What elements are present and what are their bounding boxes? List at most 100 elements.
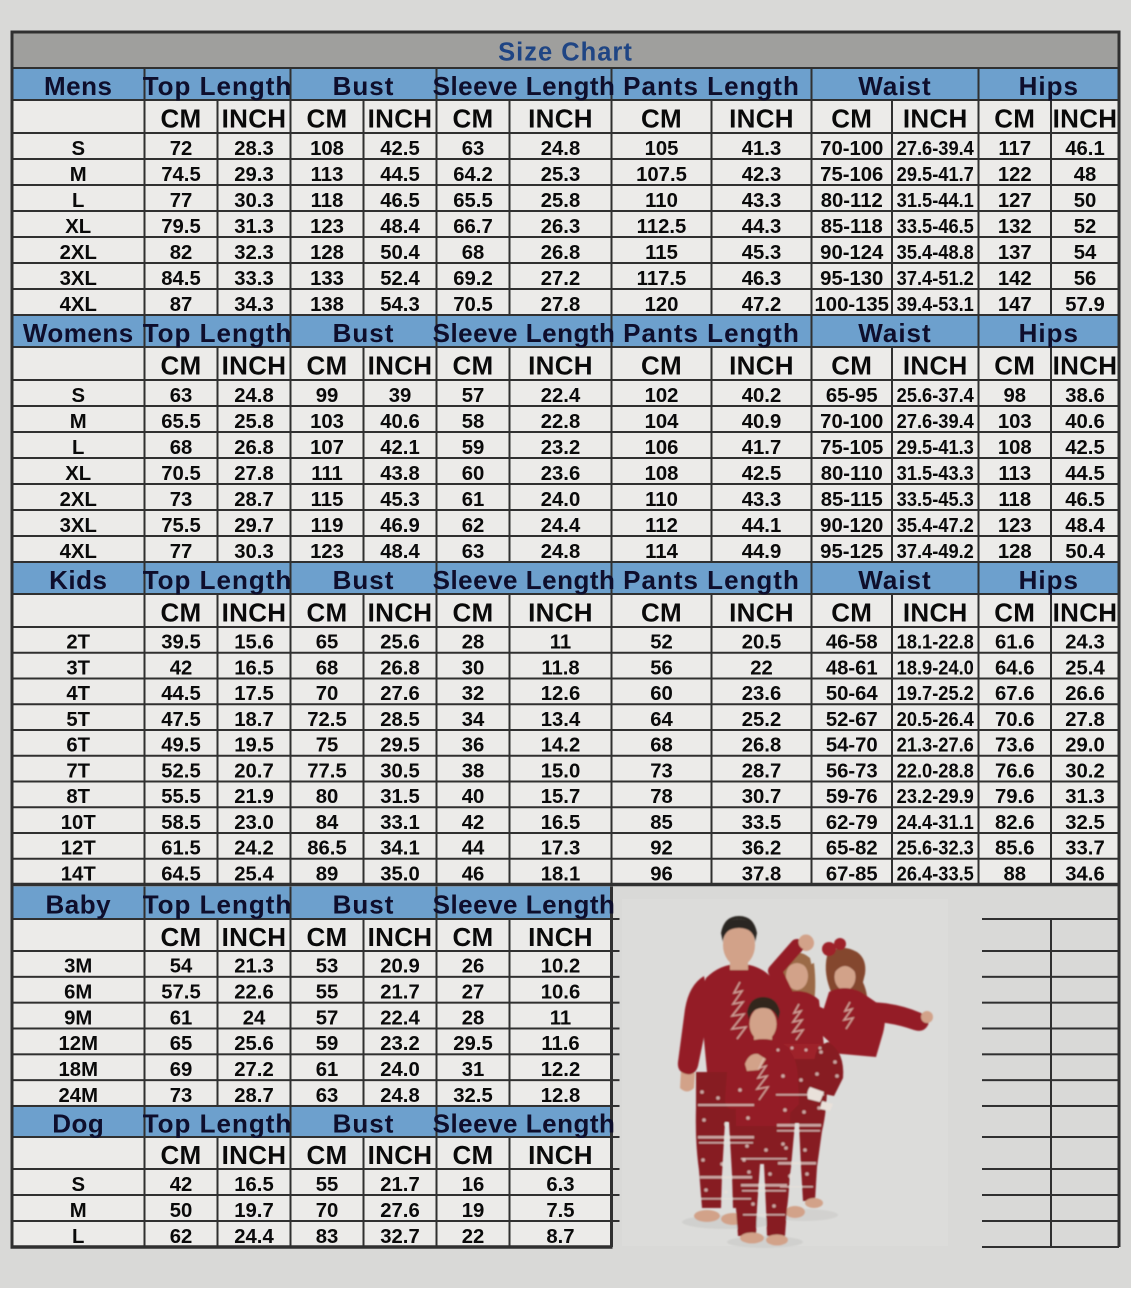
svg-text:82.6: 82.6 <box>995 812 1034 834</box>
svg-text:65.5: 65.5 <box>161 411 200 433</box>
svg-text:INCH: INCH <box>1053 597 1118 627</box>
svg-text:53: 53 <box>316 956 339 978</box>
svg-text:24.2: 24.2 <box>234 838 273 860</box>
svg-text:128: 128 <box>310 242 344 264</box>
svg-text:Pants Length: Pants Length <box>623 318 800 348</box>
svg-text:41.3: 41.3 <box>742 138 781 160</box>
svg-text:110: 110 <box>645 489 678 511</box>
svg-text:19.7-25.2: 19.7-25.2 <box>897 683 974 705</box>
svg-text:17.5: 17.5 <box>234 683 273 705</box>
svg-text:44.3: 44.3 <box>742 216 781 238</box>
svg-text:132: 132 <box>998 216 1032 238</box>
svg-text:25.3: 25.3 <box>541 164 580 186</box>
svg-text:113: 113 <box>311 164 344 186</box>
svg-text:62: 62 <box>170 1226 193 1248</box>
svg-text:59-76: 59-76 <box>826 786 878 808</box>
svg-text:CM: CM <box>160 922 201 952</box>
svg-text:40.9: 40.9 <box>742 411 781 433</box>
svg-text:3XL: 3XL <box>60 268 97 290</box>
svg-text:CM: CM <box>641 350 682 380</box>
svg-text:INCH: INCH <box>368 103 433 133</box>
svg-text:Waist: Waist <box>858 71 931 101</box>
svg-text:21.3-27.6: 21.3-27.6 <box>897 735 974 757</box>
svg-text:65-82: 65-82 <box>826 838 878 860</box>
svg-text:122: 122 <box>998 164 1032 186</box>
svg-text:29.3: 29.3 <box>234 164 273 186</box>
svg-text:19: 19 <box>462 1200 485 1222</box>
svg-text:61: 61 <box>316 1059 339 1081</box>
svg-text:36: 36 <box>462 735 485 757</box>
svg-text:57: 57 <box>462 385 485 407</box>
svg-text:44: 44 <box>462 838 485 860</box>
svg-text:64.2: 64.2 <box>453 164 492 186</box>
svg-text:33.3: 33.3 <box>234 268 273 290</box>
svg-text:CM: CM <box>306 1140 347 1170</box>
svg-text:57.5: 57.5 <box>161 982 200 1004</box>
svg-text:52.5: 52.5 <box>161 760 200 782</box>
svg-text:69.2: 69.2 <box>453 268 492 290</box>
svg-text:64.6: 64.6 <box>995 657 1034 679</box>
svg-text:24.8: 24.8 <box>234 385 273 407</box>
svg-text:Waist: Waist <box>858 318 931 348</box>
svg-text:25.2: 25.2 <box>742 709 781 731</box>
svg-text:26: 26 <box>462 956 485 978</box>
svg-text:73: 73 <box>170 1085 193 1107</box>
svg-text:52: 52 <box>650 632 673 654</box>
svg-text:47.2: 47.2 <box>742 294 781 316</box>
svg-text:50.4: 50.4 <box>1065 541 1105 563</box>
svg-text:2XL: 2XL <box>60 242 97 264</box>
svg-text:70-100: 70-100 <box>820 411 883 433</box>
svg-text:28.7: 28.7 <box>234 1085 273 1107</box>
svg-text:106: 106 <box>645 437 679 459</box>
svg-text:22: 22 <box>462 1226 485 1248</box>
svg-text:16: 16 <box>462 1174 485 1196</box>
svg-text:Sleeve Length: Sleeve Length <box>433 890 616 920</box>
svg-text:24.0: 24.0 <box>380 1059 419 1081</box>
svg-text:55: 55 <box>316 982 339 1004</box>
svg-text:28.5: 28.5 <box>380 709 419 731</box>
svg-text:21.7: 21.7 <box>380 982 419 1004</box>
svg-text:100-135: 100-135 <box>815 294 889 316</box>
svg-text:114: 114 <box>645 541 678 563</box>
svg-text:12T: 12T <box>61 838 97 860</box>
svg-text:27.8: 27.8 <box>1065 709 1104 731</box>
svg-text:CM: CM <box>452 103 493 133</box>
svg-text:33.1: 33.1 <box>380 812 419 834</box>
svg-text:L: L <box>72 1226 84 1248</box>
svg-text:63: 63 <box>462 138 485 160</box>
svg-text:Top Length: Top Length <box>143 890 293 920</box>
svg-text:68: 68 <box>462 242 485 264</box>
svg-text:35.4-48.8: 35.4-48.8 <box>897 242 974 264</box>
svg-text:17.3: 17.3 <box>541 838 580 860</box>
svg-text:113: 113 <box>998 463 1031 485</box>
svg-text:103: 103 <box>998 411 1032 433</box>
svg-text:115: 115 <box>645 242 678 264</box>
svg-text:117: 117 <box>998 138 1031 160</box>
svg-text:90-120: 90-120 <box>820 515 883 537</box>
svg-text:Bust: Bust <box>333 890 395 920</box>
svg-text:42: 42 <box>170 1174 193 1196</box>
svg-text:75-105: 75-105 <box>820 437 883 459</box>
svg-text:Sleeve Length: Sleeve Length <box>433 318 616 348</box>
svg-text:42.5: 42.5 <box>742 463 781 485</box>
svg-text:64.5: 64.5 <box>161 863 200 885</box>
svg-text:46.9: 46.9 <box>380 515 419 537</box>
svg-text:INCH: INCH <box>222 1140 287 1170</box>
svg-text:65: 65 <box>170 1033 193 1055</box>
svg-text:31.5-43.3: 31.5-43.3 <box>897 463 974 485</box>
svg-text:29.5: 29.5 <box>380 735 419 757</box>
svg-text:78: 78 <box>650 786 673 808</box>
svg-text:95-130: 95-130 <box>820 268 883 290</box>
svg-text:70-100: 70-100 <box>820 138 883 160</box>
svg-text:138: 138 <box>310 294 344 316</box>
svg-text:10.6: 10.6 <box>541 982 580 1004</box>
svg-text:76.6: 76.6 <box>995 760 1034 782</box>
svg-text:CM: CM <box>452 597 493 627</box>
svg-text:7.5: 7.5 <box>546 1200 574 1222</box>
svg-text:29.5: 29.5 <box>453 1033 492 1055</box>
svg-text:Baby: Baby <box>45 890 111 920</box>
svg-text:26.8: 26.8 <box>234 437 273 459</box>
svg-text:INCH: INCH <box>222 597 287 627</box>
svg-text:85-115: 85-115 <box>821 489 883 511</box>
svg-text:50: 50 <box>1074 190 1097 212</box>
